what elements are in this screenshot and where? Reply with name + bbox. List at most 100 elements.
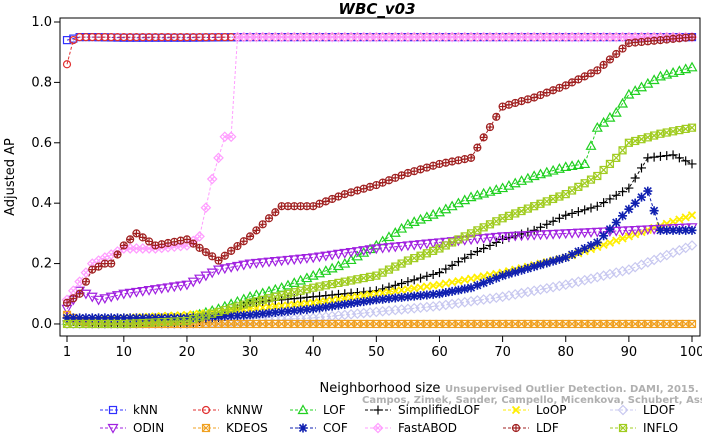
- data-point: [69, 36, 78, 45]
- data-point: [403, 277, 413, 287]
- data-point: [498, 271, 508, 281]
- data-point: [561, 210, 571, 220]
- legend-label: COF: [323, 421, 348, 434]
- x-tick-label: 90: [621, 345, 638, 360]
- legend-label: LoOP: [536, 403, 567, 417]
- data-point: [618, 211, 628, 221]
- data-point: [561, 253, 571, 263]
- legend-marker: [201, 405, 211, 415]
- legend-label: INFLO: [643, 421, 678, 434]
- data-point: [302, 292, 312, 302]
- data-point: [194, 274, 206, 285]
- data-point: [491, 273, 501, 283]
- data-point: [138, 233, 147, 242]
- data-point: [94, 262, 103, 271]
- data-point: [257, 258, 269, 269]
- data-point: [611, 218, 621, 228]
- legend-label: LDOF: [643, 403, 675, 417]
- data-point: [150, 313, 160, 323]
- data-point: [227, 246, 236, 255]
- data-point: [213, 152, 224, 164]
- data-point: [321, 291, 331, 301]
- data-point: [421, 239, 433, 250]
- data-point: [542, 219, 552, 229]
- data-point: [422, 290, 432, 300]
- data-point: [534, 230, 547, 241]
- data-point: [586, 240, 596, 250]
- data-point: [239, 237, 248, 246]
- data-point: [680, 63, 692, 74]
- data-point: [252, 226, 261, 235]
- data-point: [534, 168, 547, 179]
- data-point: [490, 232, 502, 243]
- data-point: [523, 263, 533, 273]
- series-line: [67, 66, 693, 322]
- data-point: [667, 67, 679, 77]
- data-point: [132, 229, 141, 238]
- data-point: [630, 173, 640, 183]
- data-point: [201, 312, 211, 322]
- data-point: [585, 228, 597, 238]
- data-point: [447, 278, 457, 287]
- data-point: [315, 303, 325, 313]
- data-point: [548, 256, 558, 266]
- data-point: [288, 255, 300, 266]
- data-point: [687, 225, 697, 235]
- plot-frame: [59, 17, 701, 337]
- data-point: [585, 140, 597, 150]
- data-point: [643, 153, 653, 163]
- data-point: [378, 294, 388, 304]
- data-point: [441, 279, 450, 288]
- data-point: [391, 286, 400, 296]
- legend-item-loop: LoOP: [503, 403, 567, 417]
- data-point: [131, 313, 141, 323]
- data-point: [687, 32, 697, 42]
- data-point: [390, 293, 400, 303]
- data-point: [308, 304, 318, 314]
- data-point: [541, 282, 553, 294]
- data-point: [81, 277, 91, 286]
- data-point: [327, 301, 337, 311]
- series-cof: [62, 186, 697, 323]
- data-point: [232, 311, 242, 321]
- series-line: [66, 36, 693, 304]
- data-point: [383, 243, 395, 253]
- data-point: [668, 225, 678, 235]
- data-point: [681, 225, 691, 235]
- data-point: [397, 292, 407, 302]
- data-point: [429, 281, 438, 290]
- data-point: [675, 215, 684, 224]
- data-point: [516, 231, 528, 242]
- data-point: [604, 268, 616, 280]
- data-point: [535, 284, 546, 295]
- data-point: [618, 187, 628, 197]
- data-point: [466, 274, 476, 283]
- data-point: [610, 267, 622, 278]
- data-point: [460, 253, 470, 263]
- data-point: [547, 164, 559, 175]
- series-line: [67, 245, 693, 325]
- y-tick-label: 0.4: [31, 196, 52, 211]
- data-point: [599, 231, 609, 241]
- data-point: [225, 131, 237, 143]
- data-point: [610, 106, 622, 117]
- legend-label: FastABOD: [398, 421, 457, 434]
- data-point: [459, 194, 471, 205]
- data-point: [591, 227, 603, 238]
- data-point: [333, 300, 343, 310]
- data-point: [277, 307, 287, 317]
- series-line: [67, 127, 693, 325]
- data-point: [238, 260, 250, 271]
- data-point: [182, 235, 192, 244]
- data-point: [479, 243, 489, 253]
- y-axis-label: Adjusted AP: [3, 138, 18, 216]
- data-point: [359, 291, 368, 300]
- data-point: [566, 277, 578, 289]
- series-line: [66, 36, 692, 301]
- data-point: [580, 243, 590, 253]
- data-point: [636, 192, 646, 202]
- data-point: [503, 231, 515, 242]
- data-point: [339, 248, 351, 259]
- data-point: [69, 294, 78, 303]
- data-point: [113, 250, 122, 259]
